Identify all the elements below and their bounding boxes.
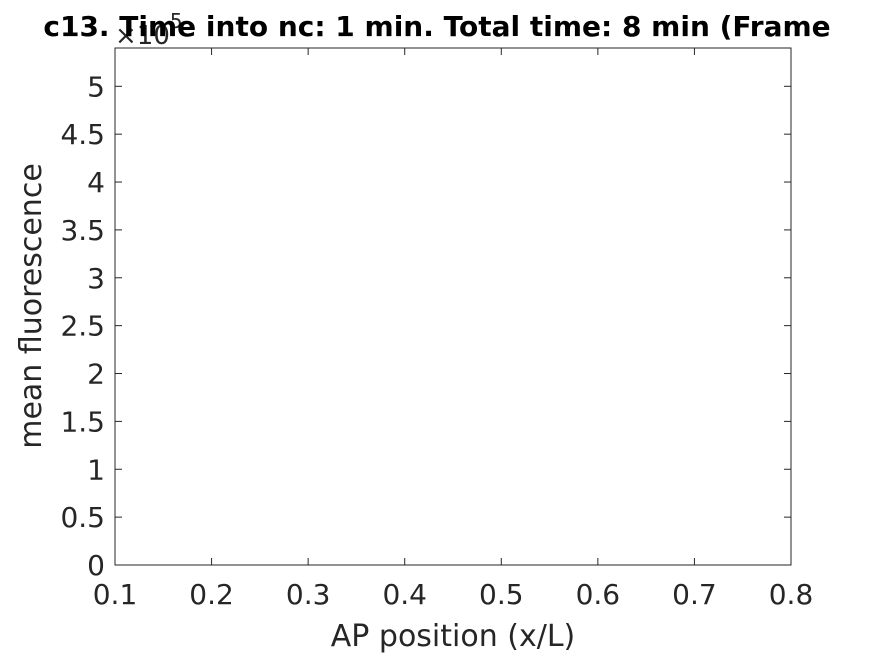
- chart-title: c13. Time into nc: 1 min. Total time: 8 …: [43, 10, 830, 43]
- x-tick-label: 0.8: [769, 578, 814, 611]
- y-axis-multiplier: ×105: [115, 9, 183, 51]
- y-tick-label: 1.5: [60, 405, 105, 438]
- y-tick-label: 3: [87, 262, 105, 295]
- y-tick-label: 5: [87, 70, 105, 103]
- y-tick-label: 4.5: [60, 118, 105, 151]
- y-axis-multiplier-exponent: 5: [170, 9, 183, 33]
- x-tick-label: 0.4: [382, 578, 427, 611]
- x-tick-label: 0.5: [479, 578, 524, 611]
- y-tick-label: 2.5: [60, 310, 105, 343]
- x-tick-label: 0.2: [189, 578, 234, 611]
- x-axis-ticks: [114, 48, 792, 565]
- y-axis-label: mean fluorescence: [14, 163, 49, 449]
- y-tick-label: 0: [87, 549, 105, 582]
- x-axis-label: AP position (x/L): [331, 619, 576, 654]
- y-tick-label: 4: [87, 166, 105, 199]
- y-tick-label: 3.5: [60, 214, 105, 247]
- plot-frame: [114, 47, 792, 566]
- x-tick-label: 0.3: [286, 578, 331, 611]
- x-axis-tick-labels: 0.1 0.2 0.3 0.4 0.5 0.6 0.7 0.8: [93, 578, 814, 611]
- plot-area: [115, 48, 791, 565]
- y-axis-multiplier-base: ×10: [115, 21, 170, 51]
- y-tick-label: 2: [87, 358, 105, 391]
- x-tick-label: 0.7: [672, 578, 717, 611]
- y-axis-tick-labels: 0 0.5 1 1.5 2 2.5 3 3.5 4 4.5 5: [60, 70, 105, 582]
- x-tick-label: 0.1: [93, 578, 138, 611]
- y-tick-label: 0.5: [60, 501, 105, 534]
- x-tick-label: 0.6: [576, 578, 621, 611]
- y-tick-label: 1: [87, 453, 105, 486]
